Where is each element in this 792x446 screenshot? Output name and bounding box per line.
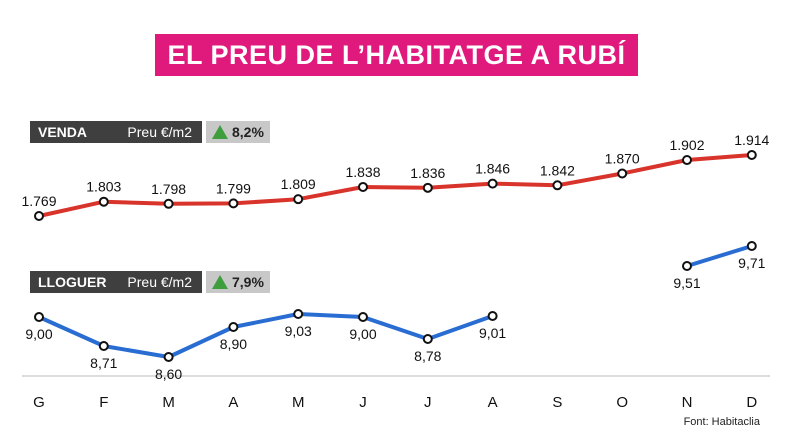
lloguer-data-label: 9,03 xyxy=(285,323,312,339)
x-tick-label: J xyxy=(424,394,432,411)
lloguer-point xyxy=(487,311,498,321)
lloguer-change-badge: 7,9% xyxy=(206,271,270,293)
venda-data-label: 1.769 xyxy=(21,193,56,209)
lloguer-data-label: 9,00 xyxy=(349,326,376,342)
x-tick-label: A xyxy=(228,394,238,411)
x-tick-label: G xyxy=(33,394,45,411)
lloguer-name: LLOGUER xyxy=(38,274,107,290)
lloguer-data-label: 9,71 xyxy=(738,255,765,271)
lloguer-data-label: 8,60 xyxy=(155,366,182,382)
venda-data-label: 1.902 xyxy=(669,137,704,153)
lloguer-point xyxy=(682,261,692,271)
up-triangle-icon xyxy=(212,275,228,289)
venda-point xyxy=(422,182,433,193)
x-tick-label: N xyxy=(682,394,693,411)
x-tick-label: D xyxy=(746,394,757,411)
lloguer-label-box: LLOGUER Preu €/m2 xyxy=(30,271,202,293)
lloguer-label: LLOGUER Preu €/m2 7,9% xyxy=(30,271,270,293)
venda-change-badge: 8,2% xyxy=(206,121,270,143)
lloguer-line xyxy=(686,244,753,268)
lloguer-point xyxy=(163,352,174,362)
venda-point xyxy=(228,198,239,209)
lloguer-unit: Preu €/m2 xyxy=(127,274,192,290)
lloguer-data-label: 8,78 xyxy=(414,348,441,364)
venda-label-box: VENDA Preu €/m2 xyxy=(30,121,202,143)
source-note: Font: Habitaclia xyxy=(683,416,760,428)
lloguer-data-label: 9,01 xyxy=(479,325,506,341)
up-triangle-icon xyxy=(212,125,228,139)
lloguer-point xyxy=(34,312,44,322)
venda-point xyxy=(552,180,563,191)
x-tick-label: S xyxy=(552,394,562,411)
x-tick-label: J xyxy=(359,394,367,411)
lloguer-point xyxy=(422,334,433,344)
venda-data-label: 1.836 xyxy=(410,165,445,181)
venda-label: VENDA Preu €/m2 8,2% xyxy=(30,121,270,143)
venda-point xyxy=(293,194,304,205)
venda-name: VENDA xyxy=(38,124,88,140)
venda-line xyxy=(38,153,752,218)
lloguer-data-label: 9,51 xyxy=(673,275,700,291)
venda-point xyxy=(163,198,174,209)
venda-data-label: 1.846 xyxy=(475,161,510,177)
venda-data-label: 1.809 xyxy=(281,176,316,192)
venda-point xyxy=(358,181,368,192)
venda-data-label: 1.803 xyxy=(86,179,121,195)
x-tick-label: O xyxy=(616,394,628,411)
venda-series: 1.769 1.803 1.798 1.799 1.809 1.838 1.836 1.846… xyxy=(21,132,770,221)
lloguer-point xyxy=(358,312,368,322)
lloguer-line xyxy=(38,312,494,359)
lloguer-change: 7,9% xyxy=(232,274,264,290)
venda-point xyxy=(98,196,109,207)
venda-unit: Preu €/m2 xyxy=(127,124,192,140)
chart-title: EL PREU DE L’HABITATGE A RUBÍ xyxy=(155,34,638,76)
venda-point xyxy=(617,168,628,179)
lloguer-data-label: 8,71 xyxy=(90,355,117,371)
venda-data-label: 1.914 xyxy=(734,132,769,148)
x-tick-label: M xyxy=(292,394,305,411)
venda-data-label: 1.798 xyxy=(151,181,186,197)
venda-point xyxy=(682,155,692,166)
lloguer-point xyxy=(98,341,109,351)
venda-point xyxy=(34,211,44,221)
lloguer-point xyxy=(228,322,239,332)
x-tick-label: A xyxy=(488,394,498,411)
x-tick-label: M xyxy=(162,394,175,411)
lloguer-point xyxy=(746,241,757,251)
venda-data-label: 1.870 xyxy=(605,151,640,167)
venda-data-label: 1.799 xyxy=(216,180,251,196)
x-tick-label: F xyxy=(99,394,108,411)
lloguer-series: 9,00 8,71 8,60 8,90 9,03 9,00 8,78 9,01 9,51 9,71 xyxy=(25,241,766,382)
lloguer-data-label: 9,00 xyxy=(25,326,52,342)
venda-change: 8,2% xyxy=(232,124,264,140)
venda-point xyxy=(746,150,757,160)
venda-data-label: 1.842 xyxy=(540,162,575,178)
lloguer-point xyxy=(293,309,304,319)
venda-point xyxy=(487,178,498,189)
venda-data-label: 1.838 xyxy=(345,164,380,180)
lloguer-data-label: 8,90 xyxy=(220,336,247,352)
